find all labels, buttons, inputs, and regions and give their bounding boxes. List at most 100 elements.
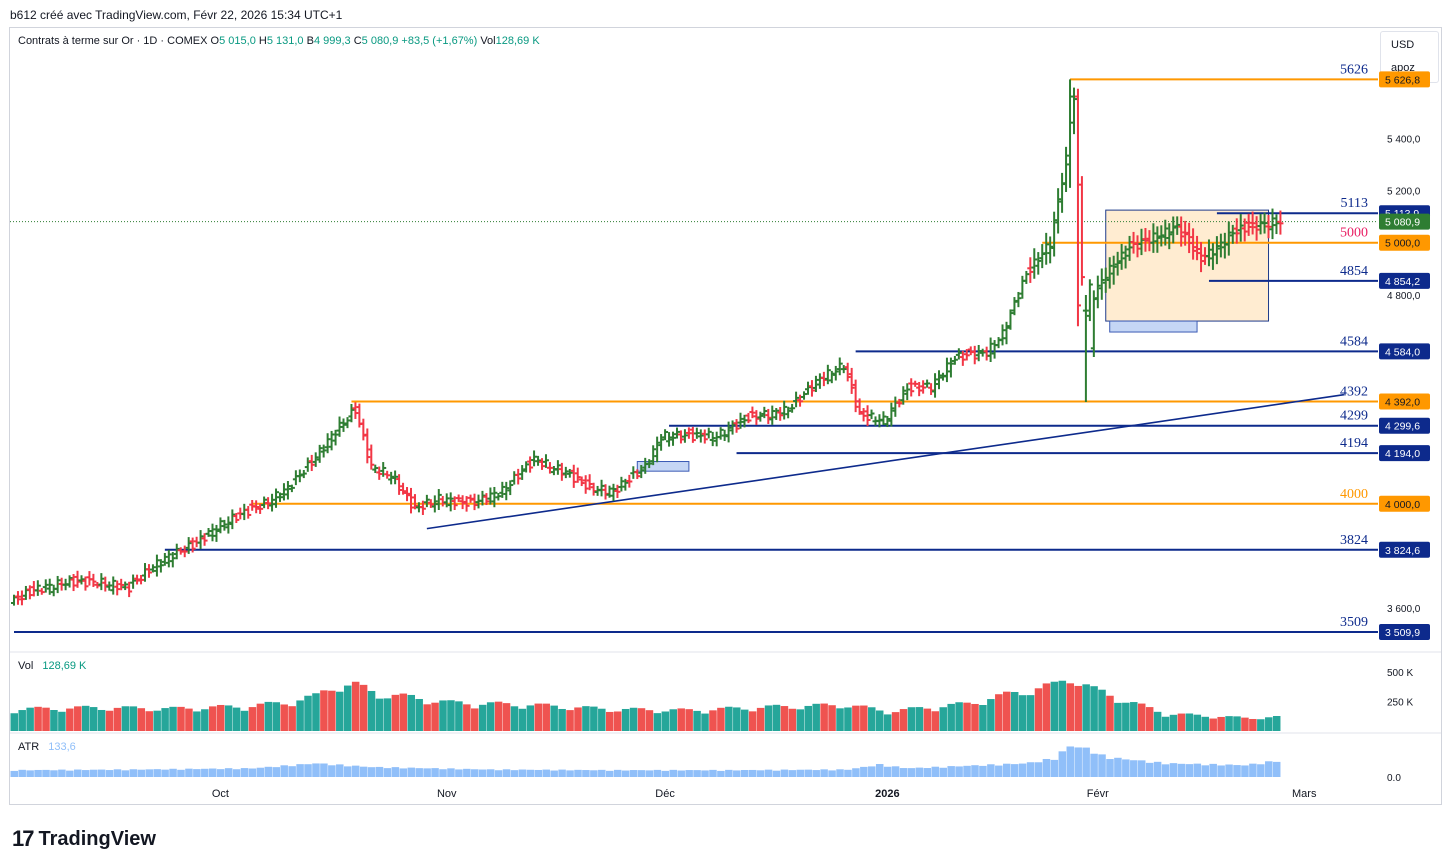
level-name-4854: 4854 xyxy=(1340,264,1368,279)
atr-bar xyxy=(1018,763,1027,777)
level-name-4392: 4392 xyxy=(1340,384,1368,399)
volume-bar xyxy=(34,706,42,731)
atr-bar xyxy=(780,769,789,777)
volume-bar xyxy=(868,707,876,731)
atr-bar xyxy=(502,769,511,777)
volume-bar xyxy=(1050,681,1059,731)
volume-bar xyxy=(725,706,733,731)
volume-tick-label: 250 K xyxy=(1387,697,1413,708)
level-name-4194: 4194 xyxy=(1340,436,1368,451)
tradingview-logo[interactable]: 17 TradingView xyxy=(12,826,156,852)
volume-bar xyxy=(42,707,50,731)
volume-bar xyxy=(129,706,138,731)
volume-bar xyxy=(542,703,550,731)
level-tag-5626-text: 5 626,8 xyxy=(1385,74,1420,86)
volume-bar xyxy=(232,707,241,731)
atr-bar xyxy=(971,765,979,777)
volume-bar xyxy=(1225,716,1233,731)
volume-bar xyxy=(1272,716,1281,731)
volume-bar xyxy=(455,701,463,731)
volume-bar xyxy=(463,704,471,731)
atr-bar xyxy=(391,767,400,777)
atr-bar xyxy=(931,766,940,777)
atr-bar xyxy=(844,769,852,777)
volume-bar xyxy=(860,705,868,731)
volume-bar xyxy=(1114,702,1122,731)
level-name-3824: 3824 xyxy=(1340,533,1368,548)
atr-bar xyxy=(375,766,384,777)
atr-bar xyxy=(1010,764,1019,777)
level-tag-4194-text: 4 194,0 xyxy=(1385,448,1420,460)
atr-bar xyxy=(1034,762,1043,777)
volume-bar xyxy=(637,708,646,731)
atr-bar xyxy=(709,769,717,777)
volume-bar xyxy=(74,706,82,731)
volume-bar xyxy=(963,702,971,731)
atr-bar xyxy=(66,770,74,777)
volume-bar xyxy=(304,695,312,731)
atr-bar xyxy=(272,767,281,777)
atr-bar xyxy=(939,767,947,777)
volume-bar xyxy=(383,698,392,731)
volume-bar xyxy=(336,691,344,731)
volume-bar xyxy=(526,705,535,731)
volume-bar xyxy=(391,694,400,731)
level-tag-5000 xyxy=(1379,234,1430,251)
level-name-4299: 4299 xyxy=(1340,409,1368,424)
volume-bar xyxy=(431,702,439,731)
atr-bar xyxy=(161,769,169,777)
atr-bar xyxy=(598,769,606,777)
atr-bar xyxy=(733,770,741,777)
volume-bar xyxy=(621,708,630,731)
volume-bar xyxy=(772,704,781,731)
atr-value: 133,6 xyxy=(48,741,76,753)
volume-bar xyxy=(550,705,558,731)
volume-bar xyxy=(1042,683,1051,731)
atr-bar xyxy=(145,769,153,777)
volume-bar xyxy=(979,705,987,731)
volume-bar xyxy=(494,701,503,731)
atr-bar xyxy=(613,769,622,777)
atr-bar xyxy=(653,769,662,777)
currency-label[interactable]: USD xyxy=(1391,39,1415,51)
volume-bar xyxy=(1257,719,1265,731)
level-tag-3824 xyxy=(1379,541,1430,558)
volume-bar xyxy=(788,708,797,731)
atr-bar xyxy=(288,766,296,777)
atr-bar xyxy=(566,770,574,777)
y-axis-tick-label: 4 800,0 xyxy=(1387,291,1421,302)
atr-bar xyxy=(494,770,503,777)
atr-bar xyxy=(1042,758,1051,777)
atr-bar xyxy=(1185,764,1194,777)
atr-bar xyxy=(756,770,765,777)
volume-value: 128,69 K xyxy=(42,660,87,672)
atr-bar xyxy=(383,768,392,777)
volume-bar xyxy=(359,684,368,731)
volume-bar xyxy=(987,699,995,731)
volume-bar xyxy=(1233,716,1241,731)
volume-bar xyxy=(812,703,820,731)
atr-bar xyxy=(1257,764,1265,777)
atr-bar xyxy=(351,765,360,777)
volume-bar xyxy=(518,708,527,731)
volume-bar xyxy=(1082,684,1090,731)
volume-bar xyxy=(1018,695,1027,731)
atr-bar xyxy=(1090,753,1098,777)
volume-bar xyxy=(1265,717,1273,731)
volume-bar xyxy=(415,698,423,731)
y-axis-tick-label: 5 400,0 xyxy=(1387,134,1421,145)
atr-bar xyxy=(1066,746,1075,777)
volume-bar xyxy=(796,709,805,731)
volume-bar xyxy=(201,709,209,731)
last-price-tag xyxy=(1379,213,1430,230)
volume-bar xyxy=(629,707,638,731)
legend-symbol[interactable]: Contrats à terme sur Or · 1D · COMEX xyxy=(18,35,208,47)
volume-bar xyxy=(1034,688,1043,731)
volume-bar xyxy=(177,706,185,731)
tradingview-logo-icon: 17 xyxy=(12,826,35,851)
level-name-5626: 5626 xyxy=(1340,62,1368,77)
volume-bar xyxy=(852,705,860,731)
atr-bar xyxy=(169,768,177,777)
scale-unit-label[interactable]: apoz xyxy=(1391,62,1415,74)
